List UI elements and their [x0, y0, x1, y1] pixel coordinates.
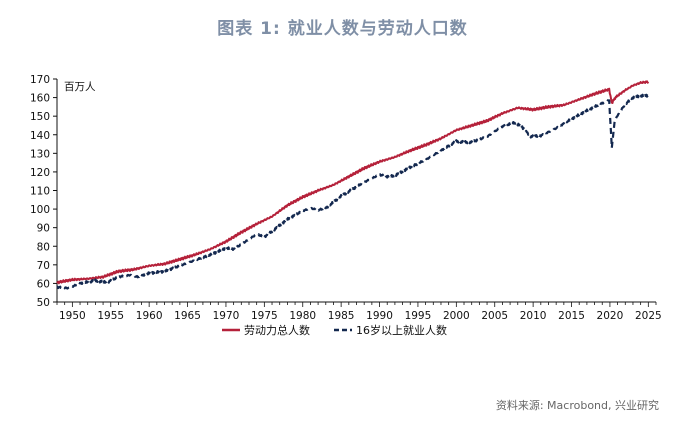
y-tick-label: 110: [30, 186, 50, 198]
y-unit-label: 百万人: [64, 81, 96, 93]
y-tick-label: 60: [37, 278, 50, 290]
y-tick-label: 50: [37, 297, 50, 309]
y-tick-label: 140: [30, 130, 50, 142]
x-tick-label: 1965: [174, 310, 201, 322]
x-tick-label: 1980: [289, 310, 316, 322]
legend-label-labor-force: 劳动力总人数: [244, 323, 310, 337]
y-tick-label: 130: [30, 148, 50, 160]
series-line-employment: [56, 93, 649, 290]
y-tick-label: 120: [30, 167, 50, 179]
x-tick-label: 2015: [558, 310, 585, 322]
x-tick-label: 2020: [597, 310, 624, 322]
y-tick-label: 70: [37, 260, 50, 272]
y-tick-label: 170: [30, 74, 50, 86]
legend-label-employment: 16岁以上就业人数: [356, 323, 447, 337]
y-tick-label: 150: [30, 111, 50, 123]
y-tick-label: 90: [37, 223, 50, 235]
y-tick-label: 100: [30, 204, 50, 216]
chart-series: [56, 80, 650, 290]
x-tick-label: 2025: [635, 310, 662, 322]
x-tick-label: 1975: [251, 310, 278, 322]
x-tick-label: 1970: [213, 310, 240, 322]
chart-title: 图表 1: 就业人数与劳动人口数: [217, 19, 468, 39]
x-tick-label: 2000: [443, 310, 470, 322]
x-tick-label: 1990: [366, 310, 393, 322]
x-tick-label: 1955: [97, 310, 124, 322]
series-line-labor-force: [56, 80, 650, 285]
chart-axes: 50 60 70 80 90 100 110 120 130 140 150 160 170 1950 19…: [30, 74, 662, 322]
x-tick-label: 1950: [59, 310, 86, 322]
x-tick-label: 1985: [328, 310, 355, 322]
source-note: 资料来源: Macrobond, 兴业研究: [495, 399, 659, 412]
x-tick-label: 1995: [405, 310, 432, 322]
x-tick-label: 2010: [520, 310, 547, 322]
x-tick-label: 2005: [481, 310, 508, 322]
y-tick-label: 80: [37, 241, 50, 253]
chart-legend: 劳动力总人数 16岁以上就业人数: [222, 323, 447, 337]
y-tick-label: 160: [30, 93, 50, 105]
x-tick-label: 1960: [136, 310, 163, 322]
